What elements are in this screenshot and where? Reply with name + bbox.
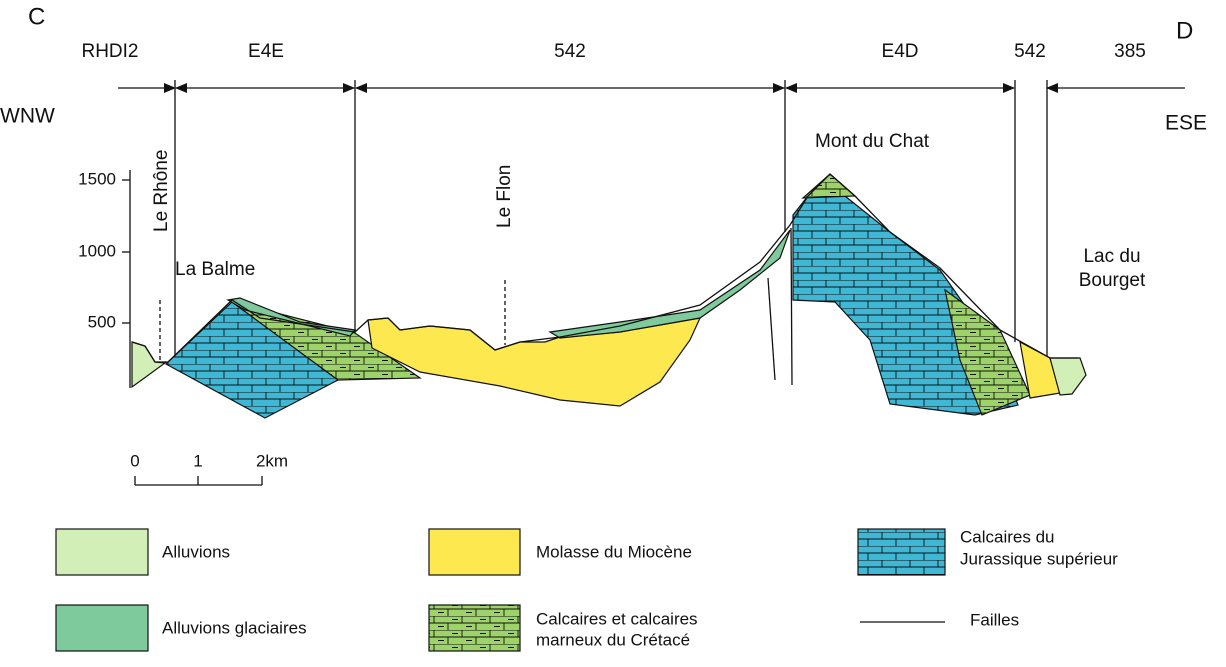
zone-label: 385 [1114, 41, 1146, 62]
place-label: Le Flon [494, 165, 515, 228]
legend-label: Calcaires du [960, 527, 1055, 546]
geology [131, 173, 1087, 419]
legend-label: Jurassique supérieur [960, 549, 1118, 568]
direction: WNW [0, 105, 55, 128]
axis-label: 500 [88, 312, 116, 331]
scale-label: 0 [130, 451, 139, 470]
scale-label: 2km [256, 451, 288, 470]
place-label: Lac du [1083, 246, 1140, 267]
scale-bar [134, 476, 263, 486]
axis-label: 1500 [78, 169, 116, 188]
corner-letter: C [28, 3, 45, 30]
zone-label: RHDI2 [81, 41, 138, 62]
legend-label: Calcaires et calcaires [536, 609, 698, 628]
y-axis [122, 170, 131, 388]
legend-label: Molasse du Miocène [536, 542, 692, 561]
scale-label: 1 [193, 451, 202, 470]
legend-label: marneux du Crétacé [536, 630, 690, 649]
zone-label: 542 [554, 41, 586, 62]
zone-arrows [118, 80, 1185, 360]
zone-label: E4D [882, 41, 919, 62]
axis-label: 1000 [78, 241, 116, 260]
place-label: Le Rhône [151, 150, 172, 232]
legend-label: Failles [970, 610, 1019, 629]
zone-label: E4E [248, 41, 284, 62]
place-label: Mont du Chat [815, 131, 930, 152]
legend-label: Alluvions [162, 542, 230, 561]
corner-letter: D [1176, 17, 1193, 44]
place-label: La Balme [175, 259, 255, 280]
direction: ESE [1165, 112, 1207, 135]
zone-label: 542 [1014, 41, 1046, 62]
legend-label: Alluvions glaciaires [162, 618, 307, 637]
place-label: Bourget [1079, 270, 1146, 291]
legend [55, 528, 946, 652]
